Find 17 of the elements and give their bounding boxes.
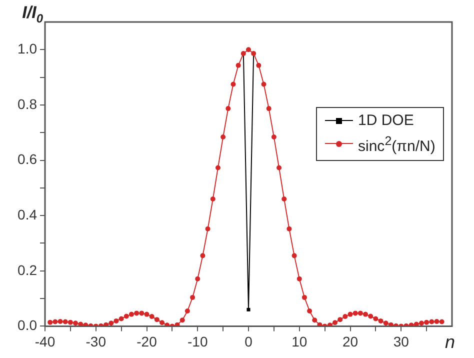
y-tick-label: 1.0 xyxy=(18,40,38,57)
x-tick-label: -10 xyxy=(188,333,208,350)
y-tick-label: 0.0 xyxy=(18,317,38,334)
x-axis-title: n xyxy=(444,332,456,352)
y-tick-label: 0.4 xyxy=(18,206,38,222)
x-tick-label: -20 xyxy=(136,333,158,350)
x-tick-label: 10 xyxy=(292,333,308,350)
x-tick-label: 20 xyxy=(342,333,358,350)
x-tick-label: 0 xyxy=(244,333,253,350)
legend-label: 1D DOE xyxy=(358,111,414,132)
y-tick-label: 0.6 xyxy=(18,151,38,168)
y-tick-label: 0.2 xyxy=(18,262,38,278)
x-tick-label: -30 xyxy=(86,333,106,350)
x-tick-label: -40 xyxy=(34,333,56,350)
x-tick-label: 30 xyxy=(393,333,410,350)
legend-label: sinc$^{2}$(πn/N) xyxy=(358,133,436,158)
y-tick-label: 0.8 xyxy=(18,96,38,112)
